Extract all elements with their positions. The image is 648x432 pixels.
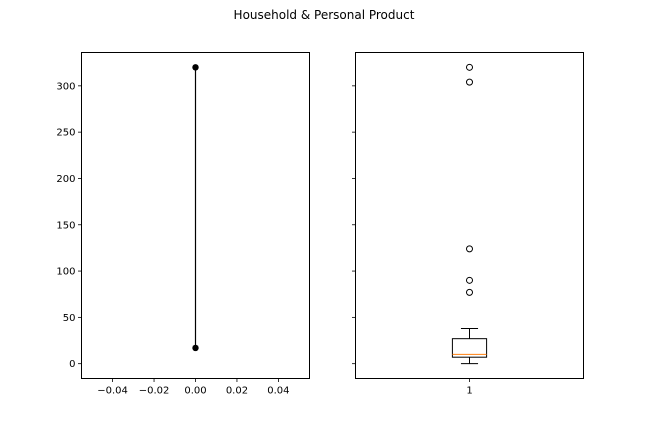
outlier-point	[466, 63, 473, 71]
y-tick-label: 100	[56, 267, 75, 278]
figure-title: Household & Personal Product	[234, 8, 415, 22]
right-axes: 1	[352, 52, 584, 397]
x-tick-label: 0.04	[267, 386, 289, 397]
data-point	[192, 64, 199, 71]
data-point	[192, 344, 199, 352]
outlier-point	[466, 78, 473, 86]
x-tick-label: 0.00	[184, 386, 206, 397]
y-tick-label: 150	[56, 220, 75, 231]
y-tick-label: 300	[56, 81, 75, 92]
outlier-point	[466, 288, 473, 296]
outlier-point	[466, 245, 473, 253]
left-axes: 0 50 100 150 200 250 300 −0.04 −0.02 0.00 0.02 0.04	[56, 52, 310, 397]
x-tick-label: 1	[466, 386, 472, 397]
y-tick-label: 250	[56, 128, 75, 139]
y-tick-label: 50	[63, 313, 76, 324]
y-tick-label: 200	[56, 174, 75, 185]
outlier-point	[466, 276, 473, 284]
x-tick-label: −0.04	[97, 386, 128, 397]
box-iqr	[451, 338, 488, 358]
x-tick-label: 0.02	[226, 386, 248, 397]
y-tick-label: 0	[69, 359, 75, 370]
x-tick-label: −0.02	[139, 386, 170, 397]
